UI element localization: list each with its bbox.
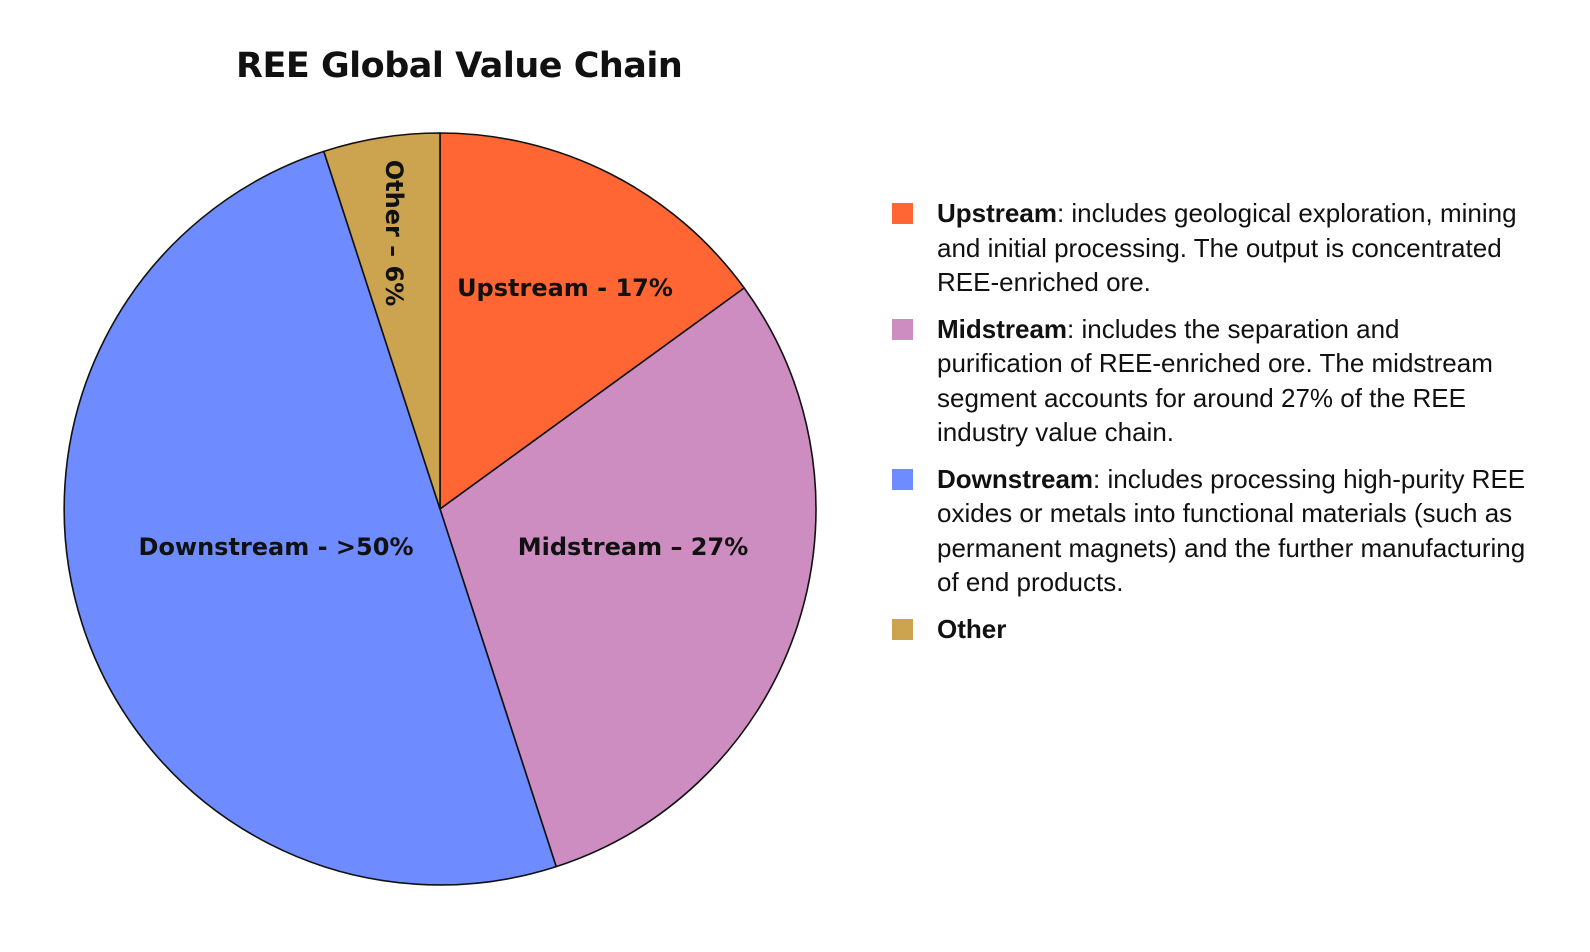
- slice-label-other: Other – 6%: [380, 160, 408, 307]
- legend-item-other: Other: [892, 612, 1532, 647]
- pie-slice-downstream: [63, 150, 557, 886]
- pie-chart: Upstream - 17% Midstream – 27% Downstream …: [63, 132, 817, 886]
- legend-description: : includes geological exploration, minin…: [937, 198, 1517, 297]
- legend-swatch-upstream: [892, 203, 913, 224]
- legend-item-midstream: Midstream: includes the separation and p…: [892, 312, 1532, 450]
- legend-description: : includes the separation and purificati…: [937, 313, 1493, 448]
- slice-label-midstream: Midstream – 27%: [518, 533, 749, 561]
- legend-name: Downstream: [937, 463, 1094, 494]
- slice-label-downstream: Downstream - >50%: [139, 533, 414, 561]
- pie-slice-midstream: [439, 287, 817, 868]
- legend-swatch-midstream: [892, 318, 913, 340]
- legend-name: Midstream: [937, 313, 1068, 344]
- legend-swatch-other: [892, 618, 913, 640]
- chart-title: REE Global Value Chain: [236, 46, 683, 86]
- pie-slice-other: [323, 132, 441, 510]
- pie-slice-upstream: [439, 132, 745, 510]
- legend: Upstream: includes geological exploratio…: [892, 196, 1532, 658]
- legend-item-upstream: Upstream: includes geological exploratio…: [892, 196, 1532, 300]
- legend-name: Upstream: [937, 198, 1057, 228]
- legend-description: : includes processing high-purity REE ox…: [937, 463, 1526, 598]
- slice-label-upstream: Upstream - 17%: [457, 274, 673, 302]
- legend-swatch-downstream: [892, 468, 913, 490]
- legend-item-downstream: Downstream: includes processing high-pur…: [892, 462, 1532, 600]
- legend-name: Other: [937, 613, 1007, 644]
